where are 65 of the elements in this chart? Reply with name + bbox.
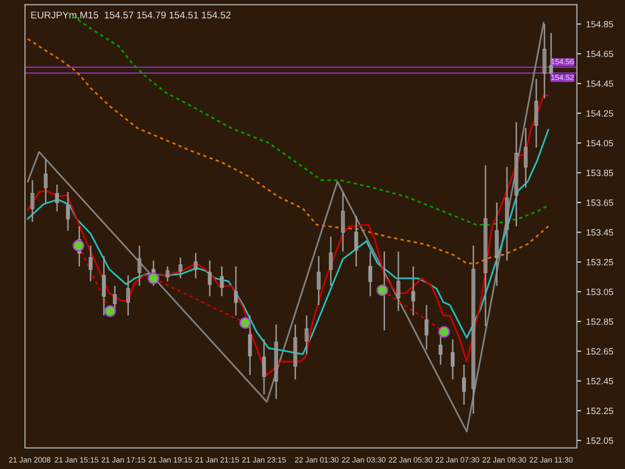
y-tick-label: 154.85 — [586, 20, 614, 28]
y-tick-label: 152.25 — [586, 408, 614, 414]
y-tick-label: 152.85 — [586, 318, 614, 325]
candlestick — [248, 314, 252, 376]
candlestick — [471, 244, 476, 414]
y-tick-label: 153.25 — [586, 258, 614, 266]
candlestick — [316, 255, 321, 306]
candlestick — [178, 256, 182, 280]
candlestick — [234, 266, 238, 316]
candlestick — [220, 266, 224, 297]
y-tick-label: 154.65 — [586, 50, 614, 58]
candlestick — [55, 184, 59, 212]
candlestick — [126, 274, 130, 316]
candlestick — [102, 255, 106, 316]
line-series — [26, 128, 550, 356]
text: EURJPYm,M15 154.57 154.79 154.51 154.52 — [31, 12, 231, 20]
candlestick — [304, 314, 309, 355]
y-tick-label: 152.05 — [586, 437, 614, 444]
candlestick — [88, 244, 93, 282]
y-tick-label: 153.85 — [586, 170, 614, 176]
candlestick — [262, 338, 266, 396]
candlestick — [505, 166, 509, 262]
candlestick — [354, 215, 358, 268]
line-series — [26, 94, 550, 376]
candlestick — [30, 179, 34, 223]
candlestick — [396, 250, 400, 312]
candlestick — [462, 364, 466, 406]
point — [239, 317, 252, 329]
y-tick-label: 153.05 — [586, 288, 614, 296]
line-series — [26, 38, 550, 264]
y-tick-label: 152.65 — [586, 348, 614, 355]
candlestick — [514, 121, 518, 227]
y-tick-label: 152.45 — [586, 378, 614, 384]
candlestick — [424, 304, 428, 350]
y-tick-label: 153.45 — [586, 229, 614, 236]
point — [438, 326, 450, 338]
candlestick — [438, 334, 442, 366]
candlestick — [328, 236, 333, 286]
point — [104, 305, 116, 317]
candlestick — [66, 191, 70, 232]
point — [72, 240, 84, 252]
candlestick — [293, 324, 298, 380]
point — [148, 272, 160, 284]
candlestick — [411, 266, 416, 316]
candlestick — [549, 32, 554, 76]
candlestick — [368, 250, 372, 297]
candlestick — [208, 260, 212, 297]
y-tick-label: 154.45 — [586, 80, 614, 87]
y-tick-label: 154.05 — [586, 140, 614, 146]
candlestick — [534, 78, 538, 148]
candlestick — [450, 338, 455, 380]
candlestick — [138, 244, 142, 286]
candlestick — [484, 164, 488, 327]
candlestick — [274, 324, 278, 400]
y-tick-label: 153.65 — [586, 199, 614, 206]
candlestick — [542, 23, 546, 100]
candlestick — [494, 202, 499, 286]
point — [376, 284, 388, 296]
candlestick — [194, 252, 198, 280]
y-tick-label: 154.25 — [586, 110, 614, 117]
line-series — [26, 22, 545, 432]
candlestick — [166, 266, 170, 282]
candlestick — [524, 127, 528, 188]
candlestick — [341, 191, 345, 252]
candlestick — [44, 158, 48, 204]
